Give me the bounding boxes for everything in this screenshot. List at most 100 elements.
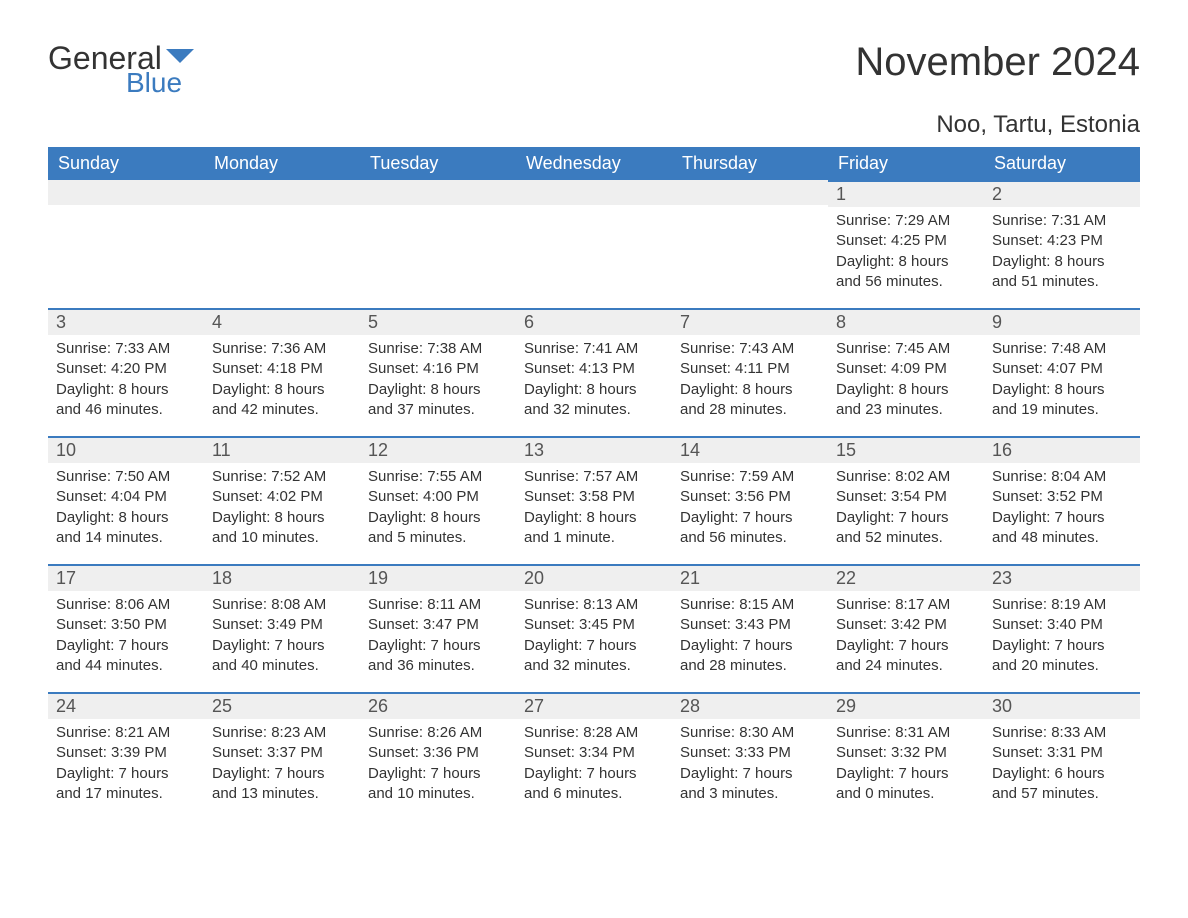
sunset-line: Sunset: 3:40 PM bbox=[992, 615, 1132, 635]
day-details: Sunrise: 8:31 AMSunset: 3:32 PMDaylight:… bbox=[828, 719, 984, 812]
sunset-line: Sunset: 4:23 PM bbox=[992, 231, 1132, 251]
sunrise-line: Sunrise: 8:15 AM bbox=[680, 595, 820, 615]
sunrise-line: Sunrise: 7:57 AM bbox=[524, 467, 664, 487]
daylight-line: Daylight: 8 hours and 46 minutes. bbox=[56, 380, 196, 421]
day-details: Sunrise: 8:21 AMSunset: 3:39 PMDaylight:… bbox=[48, 719, 204, 812]
sunset-line: Sunset: 4:13 PM bbox=[524, 359, 664, 379]
sunset-line: Sunset: 3:54 PM bbox=[836, 487, 976, 507]
day-number: 22 bbox=[828, 564, 984, 591]
sunrise-line: Sunrise: 7:45 AM bbox=[836, 339, 976, 359]
daylight-line: Daylight: 7 hours and 44 minutes. bbox=[56, 636, 196, 677]
sunset-line: Sunset: 3:42 PM bbox=[836, 615, 976, 635]
day-number: 30 bbox=[984, 692, 1140, 719]
day-details: Sunrise: 7:52 AMSunset: 4:02 PMDaylight:… bbox=[204, 463, 360, 556]
day-details: Sunrise: 7:38 AMSunset: 4:16 PMDaylight:… bbox=[360, 335, 516, 428]
calendar-week-row: 17Sunrise: 8:06 AMSunset: 3:50 PMDayligh… bbox=[48, 564, 1140, 692]
calendar-cell: 10Sunrise: 7:50 AMSunset: 4:04 PMDayligh… bbox=[48, 436, 204, 564]
sunset-line: Sunset: 3:33 PM bbox=[680, 743, 820, 763]
calendar-cell: 27Sunrise: 8:28 AMSunset: 3:34 PMDayligh… bbox=[516, 692, 672, 820]
sunrise-line: Sunrise: 8:30 AM bbox=[680, 723, 820, 743]
day-details: Sunrise: 7:43 AMSunset: 4:11 PMDaylight:… bbox=[672, 335, 828, 428]
calendar-cell: 21Sunrise: 8:15 AMSunset: 3:43 PMDayligh… bbox=[672, 564, 828, 692]
calendar-cell: 8Sunrise: 7:45 AMSunset: 4:09 PMDaylight… bbox=[828, 308, 984, 436]
sunset-line: Sunset: 4:16 PM bbox=[368, 359, 508, 379]
sunrise-line: Sunrise: 8:33 AM bbox=[992, 723, 1132, 743]
calendar-cell: 30Sunrise: 8:33 AMSunset: 3:31 PMDayligh… bbox=[984, 692, 1140, 820]
day-number: 21 bbox=[672, 564, 828, 591]
sunrise-line: Sunrise: 7:33 AM bbox=[56, 339, 196, 359]
daylight-line: Daylight: 7 hours and 10 minutes. bbox=[368, 764, 508, 805]
calendar-cell: 2Sunrise: 7:31 AMSunset: 4:23 PMDaylight… bbox=[984, 180, 1140, 308]
day-details: Sunrise: 8:04 AMSunset: 3:52 PMDaylight:… bbox=[984, 463, 1140, 556]
day-details: Sunrise: 7:41 AMSunset: 4:13 PMDaylight:… bbox=[516, 335, 672, 428]
day-number: 11 bbox=[204, 436, 360, 463]
sunrise-line: Sunrise: 7:50 AM bbox=[56, 467, 196, 487]
sunset-line: Sunset: 4:07 PM bbox=[992, 359, 1132, 379]
sunset-line: Sunset: 3:31 PM bbox=[992, 743, 1132, 763]
calendar-table: Sunday Monday Tuesday Wednesday Thursday… bbox=[48, 147, 1140, 820]
day-number: 8 bbox=[828, 308, 984, 335]
calendar-cell: 17Sunrise: 8:06 AMSunset: 3:50 PMDayligh… bbox=[48, 564, 204, 692]
day-details: Sunrise: 8:23 AMSunset: 3:37 PMDaylight:… bbox=[204, 719, 360, 812]
sunrise-line: Sunrise: 7:38 AM bbox=[368, 339, 508, 359]
daylight-line: Daylight: 8 hours and 19 minutes. bbox=[992, 380, 1132, 421]
sunrise-line: Sunrise: 8:21 AM bbox=[56, 723, 196, 743]
day-details: Sunrise: 8:28 AMSunset: 3:34 PMDaylight:… bbox=[516, 719, 672, 812]
sunrise-line: Sunrise: 8:31 AM bbox=[836, 723, 976, 743]
day-details: Sunrise: 7:36 AMSunset: 4:18 PMDaylight:… bbox=[204, 335, 360, 428]
calendar-cell: 24Sunrise: 8:21 AMSunset: 3:39 PMDayligh… bbox=[48, 692, 204, 820]
calendar-cell: 1Sunrise: 7:29 AMSunset: 4:25 PMDaylight… bbox=[828, 180, 984, 308]
daylight-line: Daylight: 7 hours and 0 minutes. bbox=[836, 764, 976, 805]
day-number: 26 bbox=[360, 692, 516, 719]
sunset-line: Sunset: 3:47 PM bbox=[368, 615, 508, 635]
calendar-cell: 20Sunrise: 8:13 AMSunset: 3:45 PMDayligh… bbox=[516, 564, 672, 692]
daylight-line: Daylight: 7 hours and 17 minutes. bbox=[56, 764, 196, 805]
calendar-week-row: 10Sunrise: 7:50 AMSunset: 4:04 PMDayligh… bbox=[48, 436, 1140, 564]
calendar-week-row: 24Sunrise: 8:21 AMSunset: 3:39 PMDayligh… bbox=[48, 692, 1140, 820]
daylight-line: Daylight: 7 hours and 52 minutes. bbox=[836, 508, 976, 549]
calendar-cell: 4Sunrise: 7:36 AMSunset: 4:18 PMDaylight… bbox=[204, 308, 360, 436]
calendar-cell: 19Sunrise: 8:11 AMSunset: 3:47 PMDayligh… bbox=[360, 564, 516, 692]
day-number: 3 bbox=[48, 308, 204, 335]
day-details: Sunrise: 7:50 AMSunset: 4:04 PMDaylight:… bbox=[48, 463, 204, 556]
daylight-line: Daylight: 6 hours and 57 minutes. bbox=[992, 764, 1132, 805]
day-details: Sunrise: 7:59 AMSunset: 3:56 PMDaylight:… bbox=[672, 463, 828, 556]
calendar-cell: 29Sunrise: 8:31 AMSunset: 3:32 PMDayligh… bbox=[828, 692, 984, 820]
sunset-line: Sunset: 4:04 PM bbox=[56, 487, 196, 507]
sunset-line: Sunset: 4:25 PM bbox=[836, 231, 976, 251]
day-number: 13 bbox=[516, 436, 672, 463]
weekday-header: Thursday bbox=[672, 147, 828, 180]
day-details: Sunrise: 8:06 AMSunset: 3:50 PMDaylight:… bbox=[48, 591, 204, 684]
sunrise-line: Sunrise: 8:13 AM bbox=[524, 595, 664, 615]
daylight-line: Daylight: 8 hours and 32 minutes. bbox=[524, 380, 664, 421]
sunrise-line: Sunrise: 8:06 AM bbox=[56, 595, 196, 615]
calendar-cell bbox=[48, 180, 204, 308]
day-details: Sunrise: 8:15 AMSunset: 3:43 PMDaylight:… bbox=[672, 591, 828, 684]
location-label: Noo, Tartu, Estonia bbox=[48, 111, 1140, 139]
calendar-cell: 5Sunrise: 7:38 AMSunset: 4:16 PMDaylight… bbox=[360, 308, 516, 436]
sunset-line: Sunset: 3:36 PM bbox=[368, 743, 508, 763]
day-number: 18 bbox=[204, 564, 360, 591]
sunrise-line: Sunrise: 8:17 AM bbox=[836, 595, 976, 615]
sunrise-line: Sunrise: 7:55 AM bbox=[368, 467, 508, 487]
day-number: 1 bbox=[828, 180, 984, 207]
day-number: 27 bbox=[516, 692, 672, 719]
daylight-line: Daylight: 8 hours and 5 minutes. bbox=[368, 508, 508, 549]
sunrise-line: Sunrise: 8:11 AM bbox=[368, 595, 508, 615]
calendar-cell: 25Sunrise: 8:23 AMSunset: 3:37 PMDayligh… bbox=[204, 692, 360, 820]
day-number: 5 bbox=[360, 308, 516, 335]
day-details: Sunrise: 8:33 AMSunset: 3:31 PMDaylight:… bbox=[984, 719, 1140, 812]
sunrise-line: Sunrise: 8:04 AM bbox=[992, 467, 1132, 487]
calendar-cell: 15Sunrise: 8:02 AMSunset: 3:54 PMDayligh… bbox=[828, 436, 984, 564]
sunset-line: Sunset: 3:32 PM bbox=[836, 743, 976, 763]
calendar-cell: 14Sunrise: 7:59 AMSunset: 3:56 PMDayligh… bbox=[672, 436, 828, 564]
day-number: 9 bbox=[984, 308, 1140, 335]
daylight-line: Daylight: 7 hours and 28 minutes. bbox=[680, 636, 820, 677]
day-number: 16 bbox=[984, 436, 1140, 463]
day-details: Sunrise: 8:17 AMSunset: 3:42 PMDaylight:… bbox=[828, 591, 984, 684]
day-number: 28 bbox=[672, 692, 828, 719]
calendar-cell: 13Sunrise: 7:57 AMSunset: 3:58 PMDayligh… bbox=[516, 436, 672, 564]
daylight-line: Daylight: 8 hours and 56 minutes. bbox=[836, 252, 976, 293]
month-title: November 2024 bbox=[855, 40, 1140, 85]
day-number: 23 bbox=[984, 564, 1140, 591]
